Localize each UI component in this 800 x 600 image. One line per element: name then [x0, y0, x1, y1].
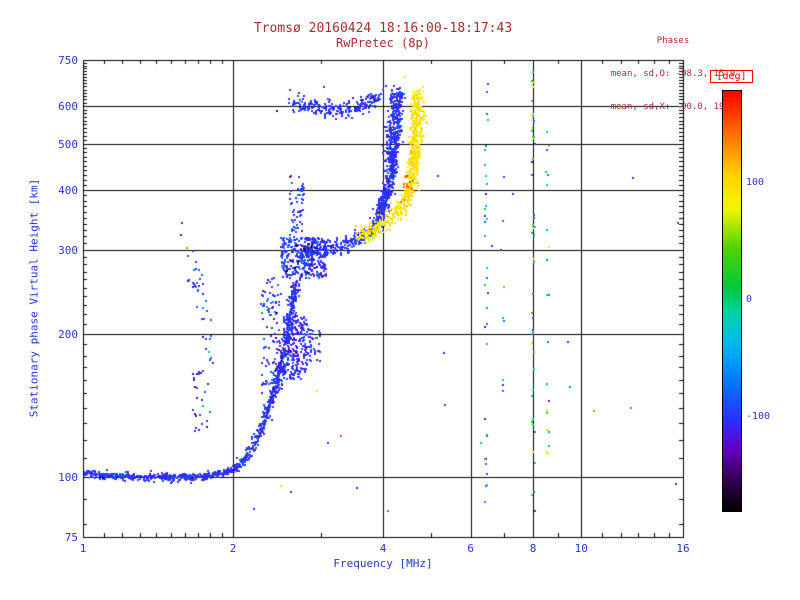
colorbar — [722, 90, 742, 512]
phase-stats-heading: Phases — [656, 36, 690, 46]
colorbar-tick-label: -100 — [746, 410, 771, 422]
y-tick-label: 600 — [58, 100, 78, 114]
x-tick-label: 1 — [79, 542, 87, 555]
phase-stats-o-mode: mean, sd,O: -98.3, 15.9 — [610, 69, 736, 79]
y-tick-label: 75 — [64, 531, 78, 544]
x-tick-label: 16 — [676, 542, 690, 555]
y-tick-label: 100 — [58, 471, 78, 485]
y-tick-label: 400 — [58, 184, 78, 198]
y-tick-label: 200 — [58, 327, 78, 341]
x-tick-label: 2 — [229, 542, 237, 555]
chart-title: Tromsø 20160424 18:16:00-18:17:43 — [253, 21, 513, 36]
phase-stats-x-mode: mean, sd,X: 90.0, 19.1 — [610, 102, 736, 112]
y-axis-label: Stationary phase Virtual Height [km] — [27, 178, 41, 418]
x-axis-label: Frequency [MHz] — [333, 557, 433, 570]
x-tick-label: 6 — [467, 542, 475, 555]
colorbar-tick-label: 100 — [746, 177, 765, 189]
y-tick-label: 750 — [58, 54, 78, 67]
x-tick-label: 8 — [529, 542, 537, 555]
x-tick-label: 4 — [379, 542, 387, 555]
colorbar-tick-label: 0 — [746, 294, 753, 305]
chart-subtitle: RwPretec (8p) — [336, 36, 430, 50]
colorbar-title: [deg] — [710, 70, 753, 83]
x-tick-label: 10 — [574, 542, 588, 555]
y-tick-label: 300 — [58, 243, 78, 257]
y-tick-label: 500 — [58, 137, 78, 151]
